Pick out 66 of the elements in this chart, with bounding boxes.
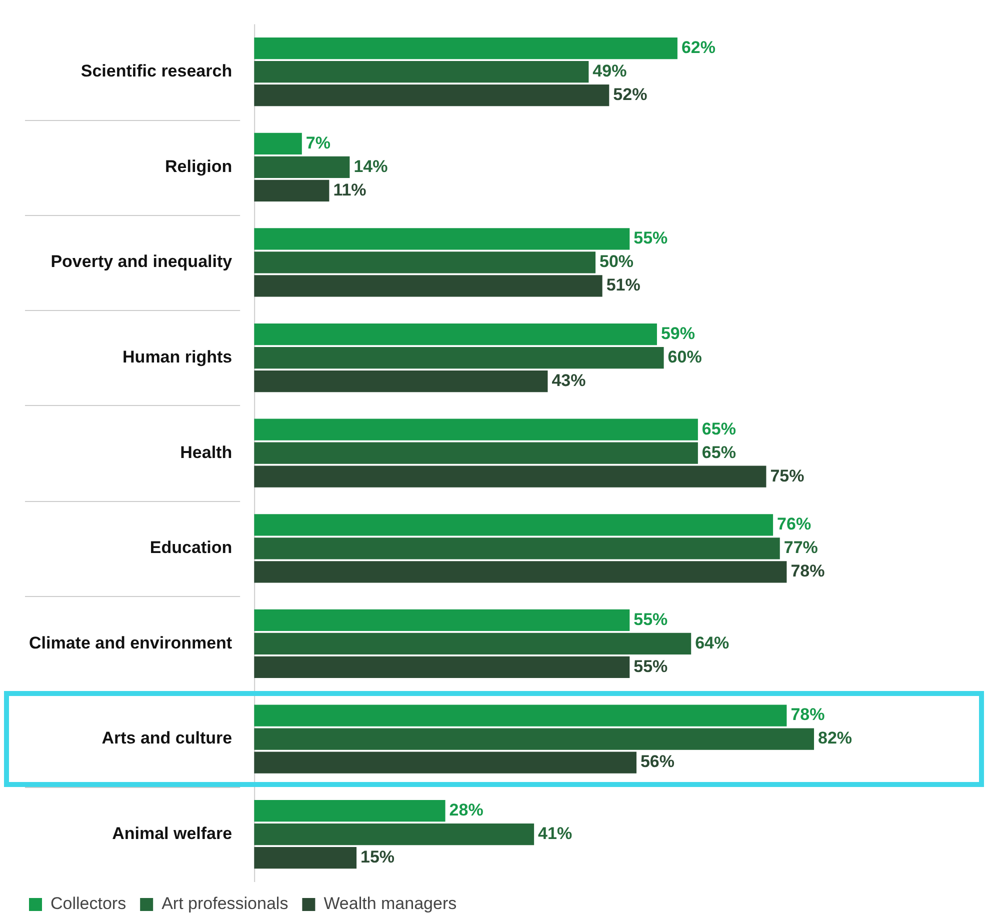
data-label: 15% [360,848,395,867]
data-label: 56% [640,752,675,772]
data-label: 75% [770,466,804,486]
bar [254,346,664,369]
data-label: 55% [634,656,668,676]
data-label: 77% [784,538,818,558]
data-label: 76% [777,514,812,534]
bar [254,418,698,440]
data-label: 78% [790,562,825,581]
bar [254,656,630,678]
data-label: 60% [668,347,702,366]
bar [254,609,630,632]
y-tick-label: Human rights [122,347,232,366]
bar [254,180,330,202]
bar [254,824,534,846]
legend-label: Art professionals [162,894,288,914]
bar [254,728,814,750]
bar [254,252,596,274]
y-tick-label: Religion [165,156,232,176]
data-label: 64% [695,633,730,652]
legend-label: Collectors [50,894,126,914]
bar [254,370,548,392]
bar [254,847,357,869]
bar [254,632,692,655]
bar [254,442,698,464]
bar [254,323,657,346]
bar [254,561,787,583]
bar [254,156,350,178]
data-label: 62% [681,38,716,58]
data-label: 78% [790,705,825,724]
y-tick-label: Arts and culture [102,728,232,748]
data-label: 28% [449,800,484,820]
data-label: 59% [660,324,695,343]
data-label: 55% [634,228,668,248]
data-label: 43% [552,370,586,390]
y-tick-label: Scientific research [80,62,232,81]
y-tick-label: Education [150,538,232,558]
bar [254,800,446,822]
legend-label: Wealth managers [324,894,457,914]
bar [254,132,302,154]
data-label: 50% [600,252,634,272]
data-label: 65% [702,442,736,462]
data-label: 51% [606,276,640,295]
data-label: 82% [818,728,852,748]
data-label: 41% [538,824,572,844]
bar [254,538,780,560]
bar [254,514,774,536]
data-label: 55% [634,610,668,629]
data-label: 52% [613,85,648,104]
data-label: 7% [306,133,330,152]
bar [254,275,602,297]
bar [254,752,636,774]
bar [254,61,589,83]
data-label: 11% [333,180,366,200]
bar [254,84,610,106]
bar [254,228,630,250]
data-label: 49% [592,62,627,81]
y-tick-label: Animal welfare [112,824,232,844]
bar [254,38,678,60]
bar [254,704,787,726]
y-tick-label: Health [180,442,232,462]
y-tick-label: Climate and environment [28,633,232,652]
y-tick-label: Poverty and inequality [50,252,233,272]
data-label: 14% [354,156,388,176]
data-label: 65% [702,419,736,438]
bar [254,466,766,488]
